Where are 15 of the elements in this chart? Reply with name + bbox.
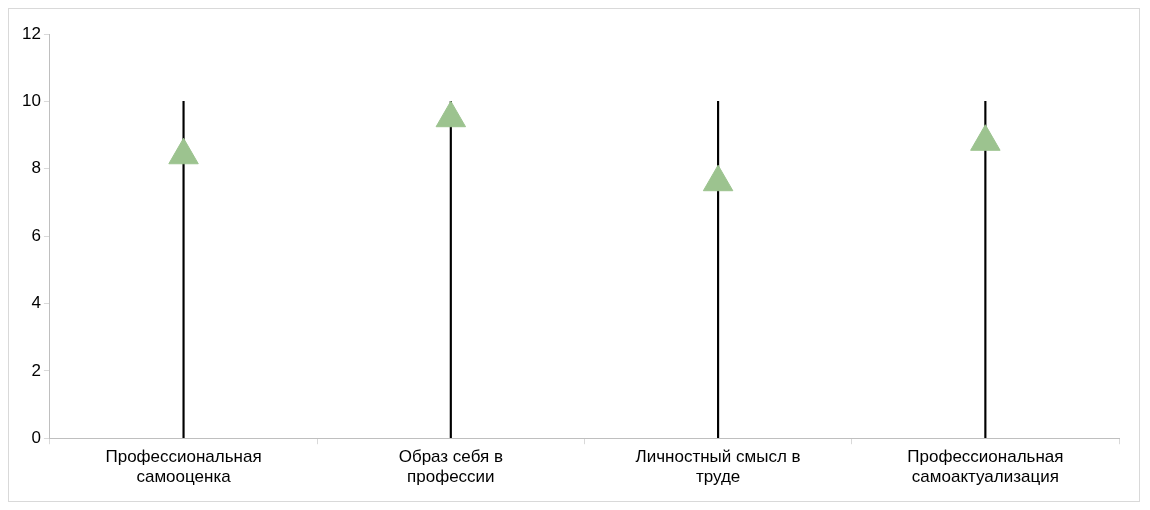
point (702, 164, 734, 192)
x-tick-label: Профессиональная самоактуализация (907, 447, 1064, 487)
y-tick-label: 2 (31, 360, 41, 380)
y-tick-label: 4 (31, 293, 41, 313)
point (435, 100, 467, 128)
x-tick-label: Образ себя в профессии (398, 447, 503, 487)
y-tick-label: 8 (31, 158, 41, 178)
x-tick-label: Личностный смысл в труде (635, 447, 801, 487)
x-tick-label: Профессиональная самооценка (105, 447, 262, 487)
y-tick-label: 10 (21, 91, 41, 111)
point (168, 137, 199, 165)
y-tick-label: 12 (21, 23, 41, 43)
point (970, 124, 1001, 151)
y-tick-label: 6 (31, 225, 41, 245)
y-tick-label: 0 (31, 427, 41, 447)
